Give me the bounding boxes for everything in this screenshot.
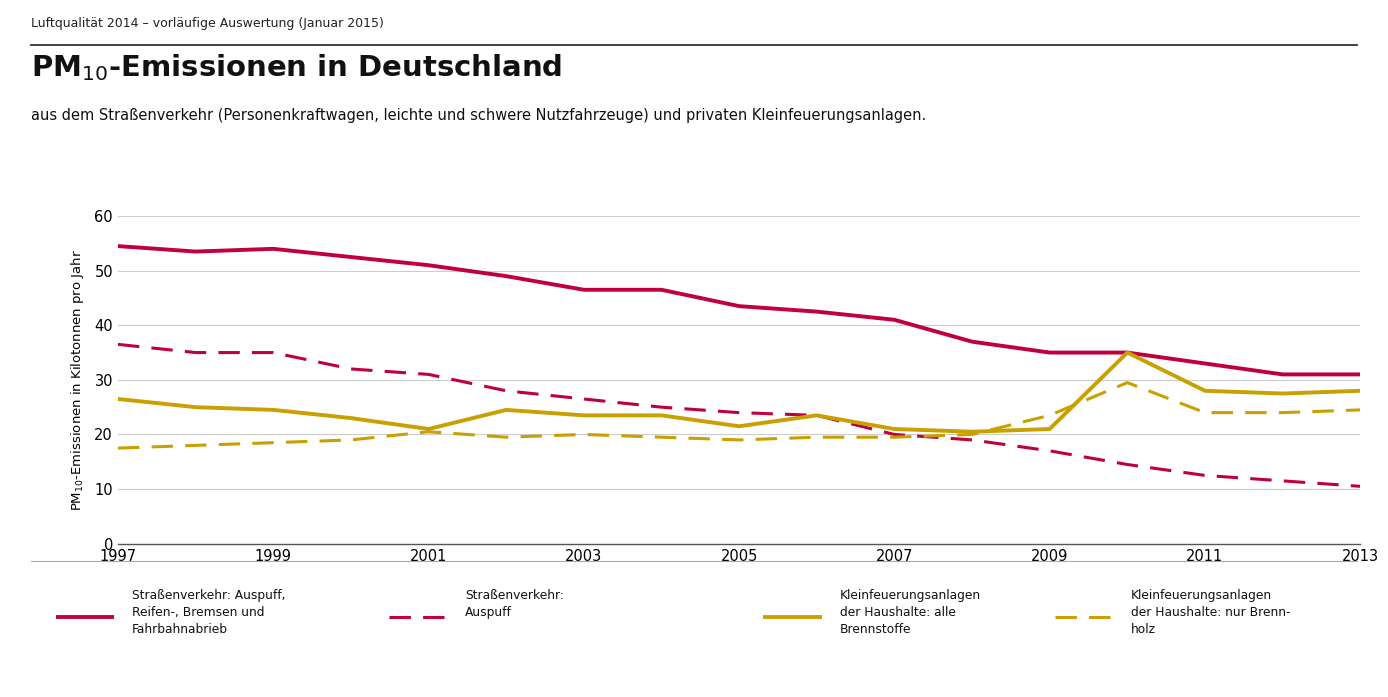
Text: PM$_{10}$-Emissionen in Deutschland: PM$_{10}$-Emissionen in Deutschland <box>31 52 562 83</box>
Text: Straßenverkehr:
Auspuff: Straßenverkehr: Auspuff <box>465 589 564 619</box>
Text: Luftqualität 2014 – vorläufige Auswertung (Januar 2015): Luftqualität 2014 – vorläufige Auswertun… <box>31 17 383 31</box>
Y-axis label: PM$_{10}$-Emissionen in Kilotonnen pro Jahr: PM$_{10}$-Emissionen in Kilotonnen pro J… <box>69 249 86 511</box>
Text: Straßenverkehr: Auspuff,
Reifen-, Bremsen und
Fahrbahnabrieb: Straßenverkehr: Auspuff, Reifen-, Bremse… <box>132 589 286 636</box>
Text: Kleinfeuerungsanlagen
der Haushalte: alle
Brennstoffe: Kleinfeuerungsanlagen der Haushalte: all… <box>840 589 981 636</box>
Text: Kleinfeuerungsanlagen
der Haushalte: nur Brenn-
holz: Kleinfeuerungsanlagen der Haushalte: nur… <box>1131 589 1291 636</box>
Text: aus dem Straßenverkehr (Personenkraftwagen, leichte und schwere Nutzfahrzeuge) u: aus dem Straßenverkehr (Personenkraftwag… <box>31 108 926 123</box>
